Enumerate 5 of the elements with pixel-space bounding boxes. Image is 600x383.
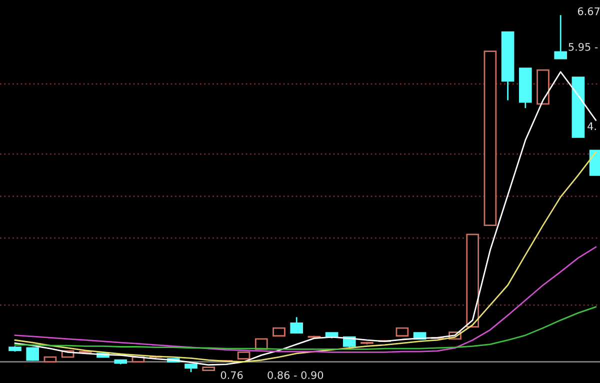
annotation: 0.76 (220, 371, 243, 380)
annotation: 6.67 (578, 7, 600, 16)
annotation: 5.95 - (568, 42, 598, 51)
annotation: 4. (588, 122, 596, 130)
annotation: 0.86 - 0.90 (268, 371, 324, 380)
